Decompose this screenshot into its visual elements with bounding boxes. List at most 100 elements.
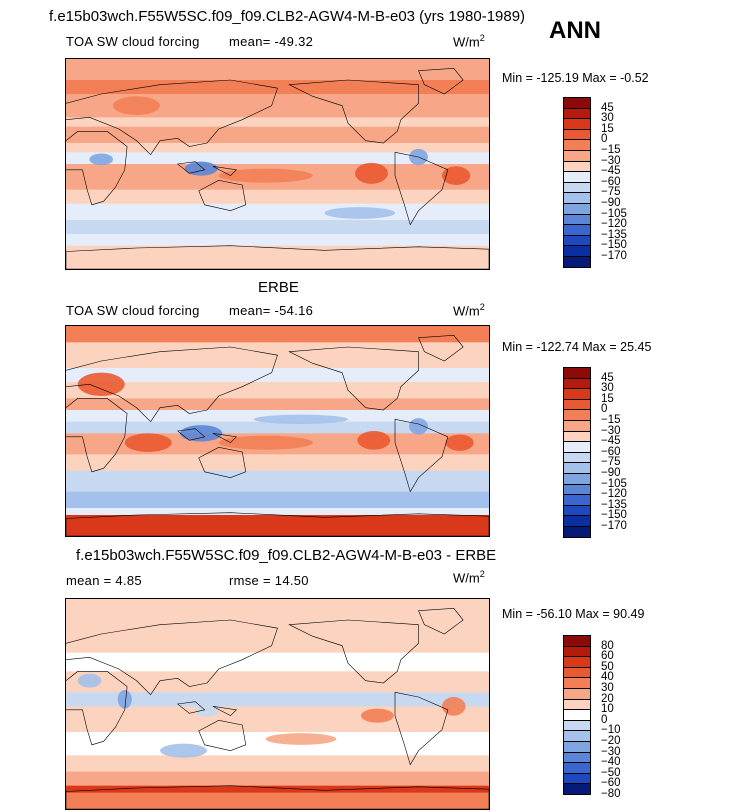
colorbar-tick-label: 45 (601, 371, 614, 384)
field-patch (184, 161, 218, 176)
field-band (66, 421, 489, 434)
field-band (66, 706, 489, 733)
colorbar-tick-label: −80 (601, 788, 621, 800)
obs-field-svg (66, 326, 489, 536)
field-band (66, 599, 489, 619)
field-patch (445, 434, 474, 451)
field-patch (218, 435, 313, 450)
model-field-svg (66, 59, 489, 269)
panel3-map (65, 598, 490, 810)
diff-field-svg (66, 599, 489, 809)
colorbar-swatch (563, 256, 591, 268)
field-patch (254, 414, 348, 424)
coastline (66, 513, 489, 536)
colorbar-tick-label: 30 (601, 112, 614, 125)
coastline (419, 335, 464, 361)
figure-title: f.e15b03wch.F55W5SC.f09_f09.CLB2-AGW4-M-… (49, 8, 526, 25)
field-band (66, 515, 489, 536)
field-patch (195, 705, 219, 717)
colorbar-tick-label: 0 (601, 713, 608, 726)
field-patch (324, 207, 395, 219)
coastline (395, 419, 448, 491)
coastline (66, 398, 127, 471)
colorbar-tick-label: −135 (601, 498, 627, 511)
field-patch (409, 418, 428, 435)
field-band (66, 792, 489, 809)
colorbar-tick-label: −60 (601, 777, 621, 790)
field-patch (357, 431, 391, 450)
panel2-title: ERBE (258, 279, 299, 296)
field-band (66, 152, 489, 165)
colorbar-tick-label: 0 (601, 403, 608, 416)
colorbar-tick-label: −60 (601, 445, 621, 458)
colorbar-tick-label: −90 (601, 197, 621, 209)
field-patch (89, 153, 113, 166)
coastline (289, 80, 418, 143)
coastline (419, 608, 464, 634)
coastline (66, 246, 489, 269)
coastline (289, 347, 418, 410)
field-band (66, 470, 489, 493)
field-band (66, 785, 489, 794)
coastline (199, 447, 246, 477)
colorbar-tick-label: −10 (601, 724, 621, 737)
coastline (178, 702, 237, 716)
field-band (66, 671, 489, 693)
field-patch (360, 708, 394, 723)
colorbar-tick-label: −170 (601, 250, 627, 262)
panel3-mean: mean = 4.85 (66, 573, 142, 588)
field-band (66, 454, 489, 472)
field-patch (160, 743, 207, 758)
colorbar-tick-label: 0 (601, 133, 608, 146)
panel3-units: W/m2 (453, 569, 485, 586)
coastline (66, 620, 278, 695)
panel2-field-label: TOA SW cloud forcing (66, 303, 200, 318)
field-patch (113, 96, 160, 115)
panel1-min-max: Min = -125.19 Max = -0.52 (502, 71, 649, 85)
panel3-rmse: rmse = 14.50 (229, 573, 309, 588)
field-band (66, 80, 489, 95)
field-band (66, 368, 489, 383)
coastline (419, 68, 464, 94)
field-band (66, 94, 489, 118)
colorbar-tick-label: 20 (601, 692, 614, 705)
panel1-mean: mean= -49.32 (229, 34, 314, 49)
field-band (66, 398, 489, 411)
panel1-field-label: TOA SW cloud forcing (66, 34, 200, 49)
colorbar-tick-label: 30 (601, 382, 614, 395)
colorbar-tick-label: −105 (601, 207, 627, 220)
colorbar-tick-label: 40 (601, 671, 614, 684)
colorbar-tick-label: 80 (601, 639, 614, 652)
coastline (289, 620, 418, 683)
panel2-units: W/m2 (453, 302, 485, 319)
field-band (66, 189, 489, 205)
colorbar-tick-label: −120 (601, 218, 627, 231)
panel2-min-max: Min = -122.74 Max = 25.45 (502, 340, 652, 354)
field-band (66, 326, 489, 343)
field-band (66, 771, 489, 787)
coastline (178, 429, 237, 443)
colorbar-tick-label: −150 (601, 509, 627, 522)
field-band (66, 143, 489, 153)
colorbar-tick-label: −50 (601, 766, 621, 779)
colorbar-swatch (563, 783, 591, 795)
colorbar-tick-label: 10 (601, 703, 614, 716)
field-patch (218, 168, 313, 183)
coastline (178, 162, 237, 176)
colorbar-tick-label: −20 (601, 735, 621, 747)
colorbar-tick-label: −150 (601, 239, 627, 252)
colorbar-tick-label: −120 (601, 488, 627, 501)
field-band (66, 491, 489, 509)
field-band (66, 234, 489, 247)
field-patch (77, 673, 102, 688)
colorbar-tick-label: 30 (601, 682, 614, 694)
panel3-title: f.e15b03wch.F55W5SC.f09_f09.CLB2-AGW4-M-… (76, 547, 497, 564)
panel3-min-max: Min = -56.10 Max = 90.49 (502, 607, 645, 621)
coastline (66, 671, 127, 745)
field-band (66, 508, 489, 516)
colorbar-tick-label: 45 (601, 101, 614, 114)
colorbar-tick-label: −75 (601, 186, 621, 199)
panel1-map (65, 58, 490, 270)
field-band (66, 755, 489, 773)
colorbar-tick-label: −30 (601, 424, 621, 437)
